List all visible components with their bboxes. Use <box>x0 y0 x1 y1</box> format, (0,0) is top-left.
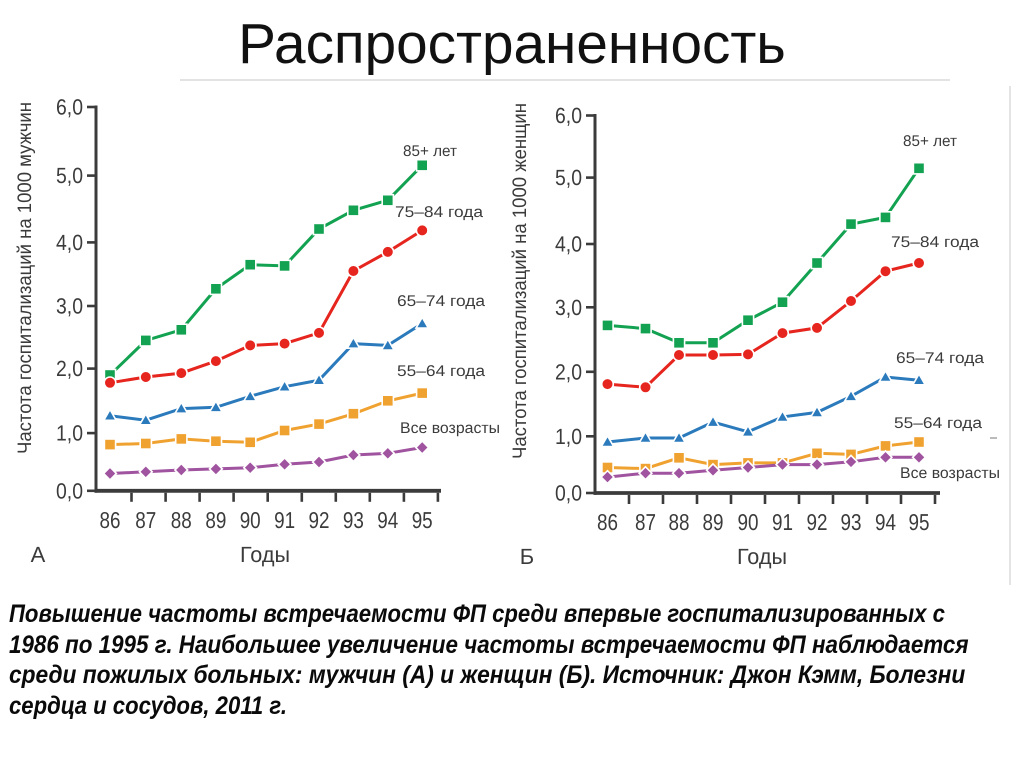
svg-text:6,0: 6,0 <box>56 95 83 120</box>
svg-text:Все возрасты: Все возрасты <box>900 465 1000 482</box>
svg-text:Годы: Годы <box>737 544 787 569</box>
svg-text:65–74 года: 65–74 года <box>397 293 485 310</box>
svg-text:Годы: Годы <box>240 542 290 567</box>
svg-text:2,0: 2,0 <box>56 356 83 381</box>
svg-text:5,0: 5,0 <box>56 163 83 188</box>
svg-text:94: 94 <box>377 507 398 533</box>
svg-text:86: 86 <box>597 509 618 535</box>
svg-text:Б: Б <box>520 544 534 569</box>
svg-text:4,0: 4,0 <box>555 232 582 257</box>
svg-text:87: 87 <box>135 507 156 533</box>
svg-text:4,0: 4,0 <box>56 230 83 255</box>
svg-text:2,0: 2,0 <box>555 359 582 384</box>
svg-text:88: 88 <box>171 507 192 533</box>
svg-text:3,0: 3,0 <box>555 295 582 320</box>
svg-text:86: 86 <box>100 507 121 533</box>
svg-text:5,0: 5,0 <box>555 165 582 190</box>
svg-text:95: 95 <box>909 509 930 535</box>
svg-text:65–74 года: 65–74 года <box>896 350 984 367</box>
svg-text:92: 92 <box>807 509 828 535</box>
svg-text:85+ лет: 85+ лет <box>903 133 957 150</box>
svg-text:6,0: 6,0 <box>555 103 582 128</box>
svg-text:93: 93 <box>841 509 862 535</box>
svg-text:А: А <box>31 542 46 567</box>
svg-text:1,0: 1,0 <box>56 421 83 446</box>
svg-text:1,0: 1,0 <box>555 424 582 449</box>
svg-text:89: 89 <box>703 509 724 535</box>
svg-text:89: 89 <box>205 507 226 533</box>
svg-text:90: 90 <box>738 509 759 535</box>
svg-text:0,0: 0,0 <box>555 481 582 506</box>
svg-text:0,0: 0,0 <box>56 478 83 503</box>
svg-text:Все возрасты: Все возрасты <box>400 420 500 437</box>
svg-text:92: 92 <box>309 507 330 533</box>
svg-text:75–84 года: 75–84 года <box>891 234 979 251</box>
svg-text:55–64 года: 55–64 года <box>894 415 982 432</box>
svg-text:95: 95 <box>412 507 433 533</box>
svg-text:55–64 года: 55–64 года <box>397 363 485 380</box>
svg-text:85+ лет: 85+ лет <box>403 143 457 160</box>
svg-text:91: 91 <box>274 507 295 533</box>
svg-text:Частота госпитализаций на 1000: Частота госпитализаций на 1000 женщин <box>509 103 531 459</box>
svg-text:Частота госпитализаций на 1000: Частота госпитализаций на 1000 мужчин <box>14 102 36 454</box>
svg-text:75–84 года: 75–84 года <box>395 204 483 221</box>
svg-text:93: 93 <box>343 507 364 533</box>
svg-text:88: 88 <box>669 509 690 535</box>
svg-text:94: 94 <box>875 509 896 535</box>
svg-text:90: 90 <box>240 507 261 533</box>
svg-text:3,0: 3,0 <box>56 294 83 319</box>
svg-text:87: 87 <box>635 509 656 535</box>
svg-text:91: 91 <box>772 509 793 535</box>
